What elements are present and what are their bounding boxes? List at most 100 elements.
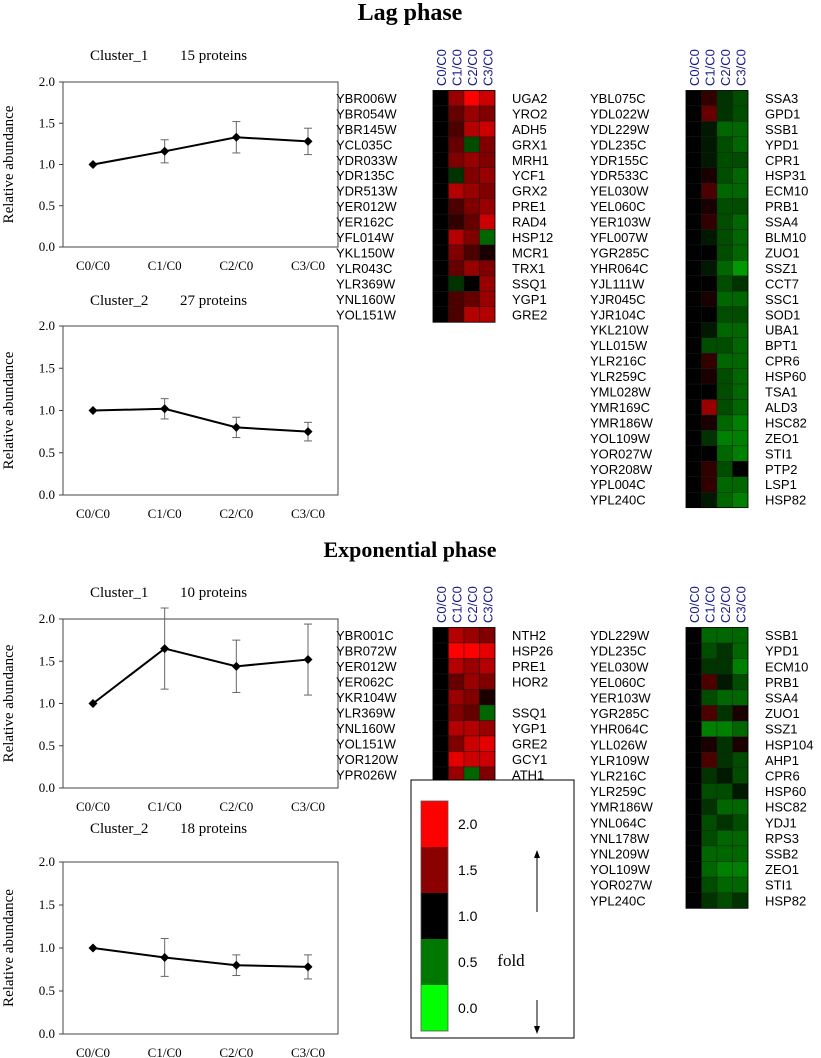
orf-label: YCL035C	[336, 137, 392, 152]
heatmap-cell	[732, 492, 749, 508]
heatmap-cell	[685, 229, 702, 246]
heatmap-cell	[685, 861, 702, 878]
data-point	[231, 422, 241, 432]
heatmap-cell	[432, 167, 449, 184]
data-point	[303, 427, 313, 437]
heatmap-cell	[685, 876, 702, 893]
heatmap-cell	[479, 627, 496, 644]
y-tick-label: 0.0	[39, 780, 55, 795]
heatmap-cell	[701, 182, 718, 199]
heatmap-cell	[716, 167, 733, 184]
heatmap-cell	[448, 673, 465, 690]
heatmap-cell	[716, 90, 733, 107]
heatmap-cell	[716, 814, 733, 831]
gene-label: GRE2	[512, 737, 547, 752]
protein-count-label: 15 proteins	[180, 48, 247, 64]
plot-frame	[62, 618, 339, 789]
y-axis-label: Relative abundance	[1, 351, 17, 469]
gene-label: GCY1	[512, 752, 547, 767]
heatmap-cell	[701, 752, 718, 769]
heatmap-cell	[701, 105, 718, 122]
heatmap-cell	[701, 399, 718, 416]
heatmap-cell	[463, 720, 480, 737]
orf-label: YML028W	[590, 385, 651, 400]
gene-label: SSZ1	[765, 261, 798, 276]
gene-label: SSC1	[765, 292, 799, 307]
heatmap-cell	[463, 658, 480, 675]
heatmap-column-header: C0/C0	[434, 49, 449, 86]
heatmap-cell	[716, 414, 733, 431]
heatmap-cell	[479, 275, 496, 292]
heatmap-cell	[732, 90, 749, 107]
gene-label: TRX1	[512, 261, 545, 276]
heatmap: C0/C0 C1/C0 C2/C0 C3/C0 YBR006W UGA2 YBR054W YR…	[336, 49, 553, 323]
heatmap-cell	[432, 673, 449, 690]
heatmap-cell	[716, 275, 733, 292]
orf-label: YOL109W	[590, 431, 651, 446]
y-tick-label: 1.0	[39, 940, 55, 955]
heatmap-cell	[732, 627, 749, 644]
heatmap-cell	[479, 291, 496, 308]
heatmap-cell	[463, 244, 480, 261]
heatmap-column-header: C2/C0	[465, 586, 480, 623]
heatmap-cell	[716, 322, 733, 338]
heatmap-cell	[479, 704, 496, 721]
y-tick-label: 2.0	[39, 74, 55, 89]
section-title: Exponential phase	[324, 537, 497, 562]
protein-count-label: 18 proteins	[180, 821, 247, 837]
heatmap-cell	[448, 306, 465, 323]
gene-label: HSP60	[765, 784, 806, 799]
heatmap-cell	[701, 689, 718, 706]
heatmap-cell	[463, 105, 480, 122]
heatmap-cell	[432, 152, 449, 168]
heatmap-column-header: C3/C0	[733, 586, 748, 623]
orf-label: YBL075C	[590, 91, 646, 106]
orf-label: YDL235C	[590, 644, 646, 659]
heatmap-frame	[432, 90, 496, 323]
gene-label: YPD1	[765, 137, 799, 152]
orf-label: YHR064C	[590, 722, 649, 737]
orf-label: YER103W	[590, 215, 651, 230]
heatmap-cell	[685, 260, 702, 277]
orf-label: YMR186W	[590, 800, 654, 815]
heatmap-cell	[701, 430, 718, 447]
heatmap-column-header: C1/C0	[702, 586, 717, 623]
heatmap-cell	[448, 291, 465, 308]
orf-label: YOR027W	[590, 878, 653, 893]
heatmap-cell	[479, 198, 496, 215]
heatmap-cell	[716, 105, 733, 122]
orf-label: YKL150W	[336, 245, 395, 260]
heatmap-column-header: C0/C0	[687, 49, 702, 86]
gene-label: STI1	[765, 446, 792, 461]
x-tick-label: C2/C0	[219, 258, 253, 273]
heatmap-cell	[432, 704, 449, 721]
heatmap-cell	[432, 658, 449, 675]
orf-label: YEL030W	[590, 659, 649, 674]
heatmap-column-header: C1/C0	[449, 49, 464, 86]
heatmap-cell	[701, 167, 718, 184]
heatmap-cell	[463, 275, 480, 292]
heatmap-cell	[732, 430, 749, 447]
heatmap-cell	[732, 213, 749, 230]
heatmap-cell	[701, 275, 718, 292]
gene-label: NTH2	[512, 628, 546, 643]
heatmap-cell	[685, 674, 702, 691]
heatmap-cell	[716, 627, 733, 644]
gene-label: ECM10	[765, 659, 808, 674]
heatmap-cell	[701, 845, 718, 862]
y-tick-label: 1.5	[39, 360, 55, 375]
heatmap-cell	[479, 735, 496, 752]
orf-label: YLR109W	[590, 753, 650, 768]
heatmap-cell	[685, 337, 702, 354]
x-tick-label: C2/C0	[219, 506, 253, 521]
heatmap-cell	[479, 673, 496, 690]
heatmap-cell	[685, 814, 702, 831]
gene-label: YRO2	[512, 106, 547, 121]
heatmap-cell	[685, 275, 702, 292]
series-line	[92, 647, 309, 705]
y-tick-label: 0.0	[39, 487, 55, 502]
heatmap-cell	[432, 689, 449, 706]
gene-label: AHP1	[765, 753, 799, 768]
heatmap-cell	[448, 627, 465, 644]
heatmap-cell	[685, 461, 702, 477]
